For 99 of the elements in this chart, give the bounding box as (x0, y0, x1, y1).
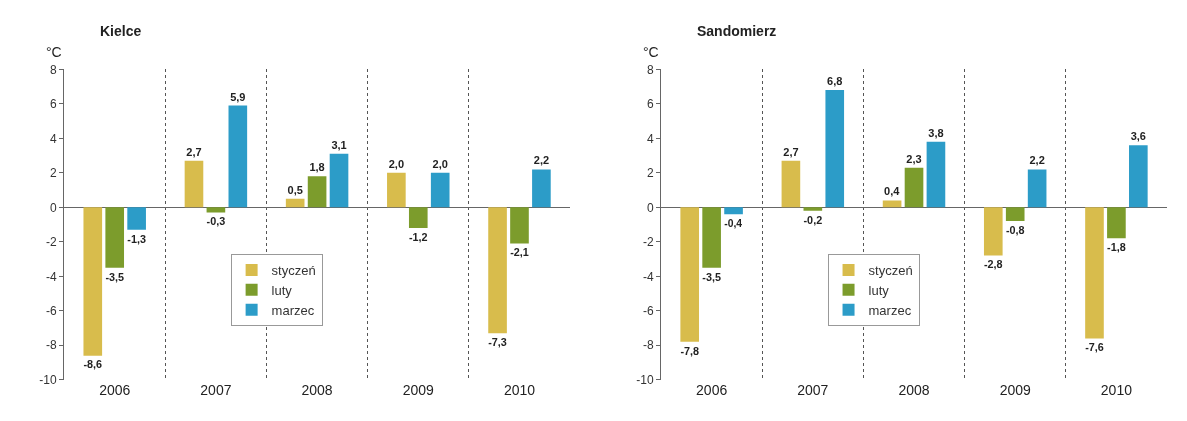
data-label: -2,1 (510, 246, 529, 259)
legend-label: marzec (868, 302, 912, 318)
bar (206, 207, 226, 213)
bar (228, 105, 248, 208)
bar (983, 207, 1003, 256)
bar (488, 207, 507, 334)
bar (702, 207, 721, 268)
y-axis-title: °C (46, 44, 62, 60)
y-tick-label: -4 (46, 269, 58, 284)
data-label: 2,3 (906, 152, 922, 165)
y-tick-label: 6 (646, 97, 654, 112)
data-label: -7,8 (680, 344, 700, 357)
data-label: -0,8 (1005, 223, 1025, 236)
legend-label: marzec (271, 302, 315, 318)
data-label: -7,3 (488, 336, 507, 349)
x-tick-label: 2010 (503, 381, 536, 398)
y-tick-label: -10 (39, 372, 58, 387)
bar (1005, 207, 1025, 222)
data-label: 2,7 (783, 145, 799, 158)
bar (1107, 207, 1126, 239)
y-tick-label: 0 (646, 200, 654, 215)
data-label: 0,4 (884, 185, 901, 198)
x-tick-label: 2010 (1100, 381, 1133, 398)
y-tick-label: 8 (50, 62, 58, 77)
chart-title: Sandomierz (697, 23, 777, 39)
bar (83, 207, 103, 356)
y-tick-label: 4 (646, 131, 654, 146)
data-label: 1,8 (309, 161, 325, 174)
data-label: 5,9 (230, 90, 246, 103)
x-tick-label: 2006 (99, 381, 131, 398)
y-tick-label: -10 (636, 372, 654, 387)
x-tick-label: 2008 (301, 381, 333, 398)
bar (803, 207, 823, 211)
bar (680, 207, 700, 342)
y-tick-label: -6 (46, 304, 58, 318)
data-label: 0,5 (287, 183, 303, 196)
x-tick-label: 2008 (898, 381, 930, 398)
y-tick-label: 6 (50, 97, 58, 112)
data-label: 6,8 (827, 75, 843, 88)
y-tick-label: -8 (46, 338, 58, 353)
data-label: -8,6 (83, 358, 103, 371)
bar (781, 160, 801, 208)
data-label: -0,3 (206, 215, 226, 228)
chart-title: Kielce (100, 23, 142, 39)
legend-label: luty (868, 282, 890, 298)
x-tick-label: 2009 (402, 381, 435, 398)
data-label: 3,6 (1130, 130, 1146, 143)
y-tick-label: -6 (642, 304, 654, 318)
bar (430, 172, 450, 208)
bar (532, 169, 551, 208)
x-tick-label: 2007 (200, 381, 232, 398)
data-label: 2,2 (1029, 154, 1045, 167)
y-tick-label: -4 (642, 269, 654, 284)
bar (825, 90, 845, 208)
y-tick-label: -2 (642, 235, 654, 250)
data-label: -2,8 (983, 258, 1003, 271)
bar (127, 207, 146, 230)
y-tick-label: 2 (50, 166, 58, 181)
data-label: 2,2 (533, 154, 550, 167)
bar (387, 172, 406, 208)
bar (1027, 169, 1047, 208)
bar (882, 200, 902, 208)
bar (184, 160, 204, 208)
x-tick-label: 2009 (999, 381, 1031, 398)
data-label: -1,8 (1107, 241, 1126, 254)
data-label: 2,0 (388, 157, 405, 170)
y-axis-title: °C (643, 44, 659, 60)
bar (329, 153, 349, 208)
bar (408, 207, 428, 229)
bar (307, 176, 327, 208)
data-label: -0,2 (803, 213, 823, 226)
bar (510, 207, 529, 244)
y-tick-label: -8 (642, 338, 654, 353)
data-label: 2,0 (432, 157, 448, 170)
data-label: -1,3 (127, 232, 146, 245)
data-label: -0,4 (724, 217, 743, 229)
legend-label: styczeń (868, 263, 913, 279)
x-tick-label: 2006 (696, 381, 728, 398)
data-label: -1,2 (408, 230, 428, 243)
legend-label: styczeń (271, 263, 316, 279)
data-label: 3,1 (331, 138, 347, 151)
data-label: -3,5 (105, 270, 125, 283)
data-label: 2,7 (186, 145, 202, 158)
data-label: 3,8 (928, 126, 944, 139)
bar (105, 207, 125, 268)
data-label: -7,6 (1085, 341, 1104, 354)
bar (1129, 145, 1148, 208)
x-tick-label: 2007 (797, 381, 829, 398)
data-label: -3,5 (702, 270, 721, 283)
y-tick-label: -2 (46, 235, 58, 250)
bar (724, 207, 743, 215)
bar (926, 141, 946, 208)
bar (904, 167, 924, 208)
legend-label: luty (271, 282, 293, 298)
y-tick-label: 4 (50, 131, 58, 146)
y-tick-label: 8 (646, 62, 654, 77)
y-tick-label: 0 (50, 200, 58, 215)
y-tick-label: 2 (646, 166, 654, 181)
bar (1085, 207, 1104, 339)
